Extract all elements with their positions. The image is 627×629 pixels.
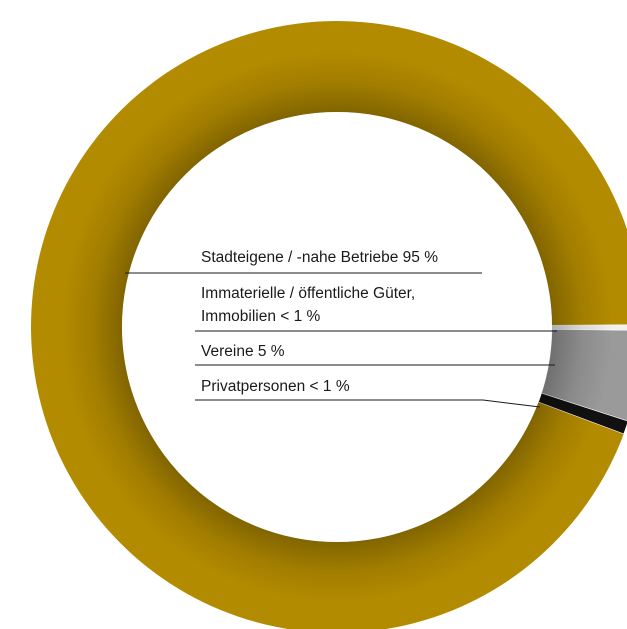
label-vereine: Vereine 5 %: [195, 343, 555, 366]
label-stadteigene-text: Stadteigene / -nahe Betriebe 95 %: [201, 249, 438, 266]
label-immaterielle-line2: Immobilien < 1 %: [201, 308, 321, 325]
label-vereine-text: Vereine 5 %: [201, 343, 285, 360]
label-privatpersonen: Privatpersonen < 1 %: [195, 378, 541, 408]
label-privatpersonen-text: Privatpersonen < 1 %: [201, 378, 350, 395]
label-immaterielle: Immaterielle / öffentliche Güter, Immobi…: [195, 285, 557, 332]
label-stadteigene: Stadteigene / -nahe Betriebe 95 %: [125, 249, 482, 274]
leader-line-privatpersonen: [195, 399, 541, 408]
label-immaterielle-line1: Immaterielle / öffentliche Güter,: [201, 285, 415, 302]
donut-hole: [122, 112, 552, 542]
